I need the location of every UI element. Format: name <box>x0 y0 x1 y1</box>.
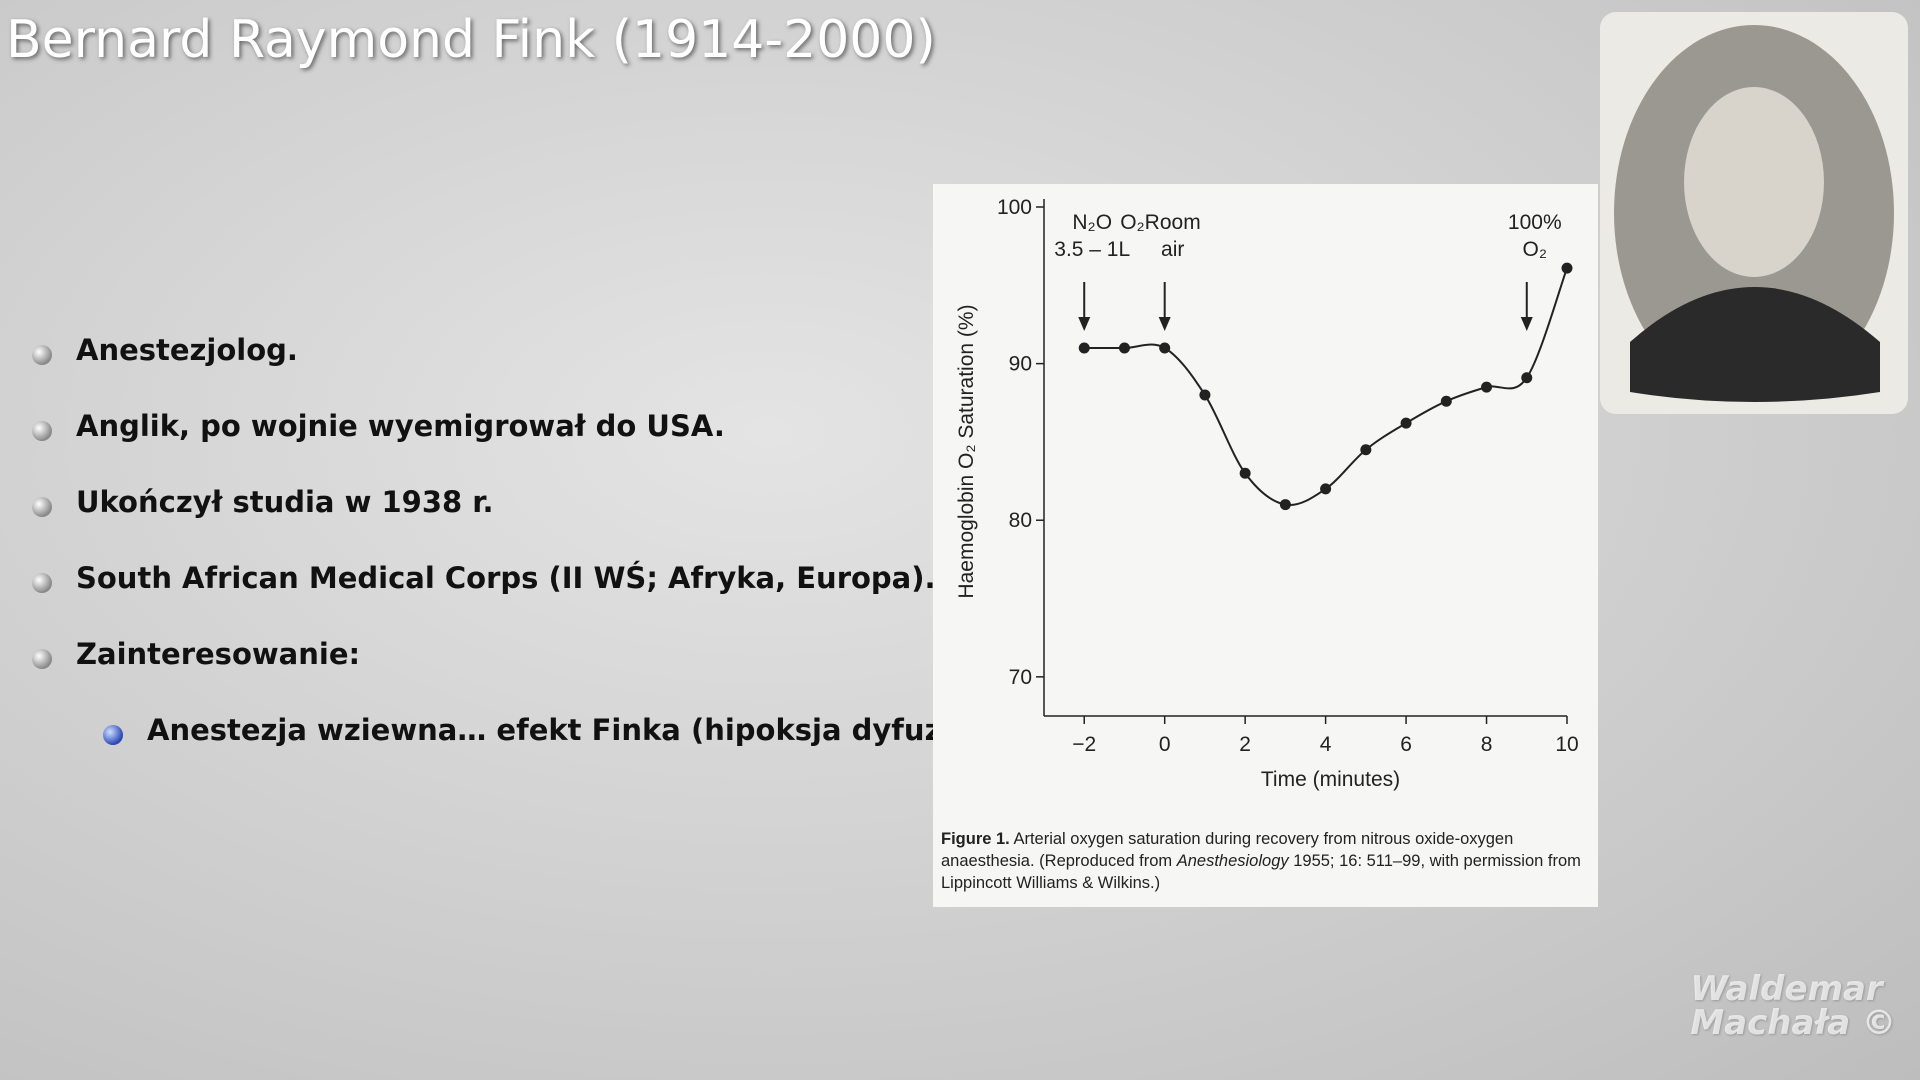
data-point <box>1320 483 1332 495</box>
x-tick-label: 4 <box>1320 733 1332 756</box>
bullet-icon <box>32 421 52 441</box>
bullet-text: Anestezja wziewna… efekt Finka (hipoksja… <box>147 713 1035 747</box>
y-tick-label: 70 <box>1009 666 1032 689</box>
bullet-icon <box>32 573 52 593</box>
x-tick-label: 8 <box>1481 733 1493 756</box>
bullet-text: Anestezjolog. <box>76 333 298 367</box>
slide-title: Bernard Raymond Fink (1914-2000) <box>6 10 936 70</box>
data-point <box>1239 467 1251 479</box>
watermark: Waldemar Machała © <box>1690 972 1896 1040</box>
data-point <box>1360 444 1372 456</box>
data-point <box>1440 395 1452 407</box>
bullet-text: Anglik, po wojnie wyemigrował do USA. <box>76 409 725 443</box>
annotation: O₂ <box>1120 211 1145 234</box>
bullet-text: Ukończył studia w 1938 r. <box>76 485 494 519</box>
x-axis-title: Time (minutes) <box>1261 768 1400 791</box>
chart: −2 0 2 4 6 8 10 70 80 90 100 Time (minutes) Haemoglo… <box>955 196 1579 791</box>
annotation: Room <box>1145 211 1201 234</box>
caption-text: Arterial oxygen saturation during recove… <box>941 830 1514 870</box>
annotation: O₂ <box>1523 238 1548 261</box>
annotation: air <box>1161 238 1184 261</box>
bullet-text: Zainteresowanie: <box>76 637 361 671</box>
annotation: 3.5 – 1L <box>1054 238 1130 261</box>
data-point <box>1481 381 1493 393</box>
arrow-head <box>1078 317 1091 331</box>
portrait <box>1600 12 1908 414</box>
y-tick-label: 80 <box>1009 509 1032 532</box>
x-tick-label: 6 <box>1400 733 1412 756</box>
data-point <box>1400 417 1412 429</box>
bullet-icon <box>32 649 52 669</box>
caption-text: Anesthesiology <box>1176 852 1289 870</box>
bullet-icon <box>32 497 52 517</box>
data-point <box>1118 342 1130 354</box>
bullet-icon <box>32 345 52 365</box>
caption: Figure 1. Arterial oxygen saturation dur… <box>941 828 1591 894</box>
data-point <box>1279 499 1291 511</box>
data-point <box>1199 389 1211 401</box>
x-tick-label: 0 <box>1159 733 1171 756</box>
bullet-text: South African Medical Corps (II WŚ; Afry… <box>76 561 936 595</box>
caption-text: 1955; 16: 511–99, with permission from L… <box>941 852 1581 892</box>
caption-label: Figure 1. <box>941 830 1010 848</box>
y-axis-title: Haemoglobin O₂ Saturation (%) <box>955 304 978 598</box>
watermark-line: Machała © <box>1690 1003 1896 1043</box>
annotation: 100% <box>1508 211 1562 234</box>
line <box>1084 267 1568 507</box>
data-point <box>1078 342 1090 354</box>
x-tick-label: −2 <box>1072 733 1096 756</box>
data-point <box>1521 372 1533 384</box>
arrow-head <box>1158 317 1171 331</box>
data-point <box>1561 262 1573 274</box>
data-point <box>1159 342 1171 354</box>
x-tick-label: 2 <box>1239 733 1251 756</box>
annotation: N₂O <box>1072 211 1112 234</box>
y-tick-label: 100 <box>997 196 1032 219</box>
bullet-icon <box>103 725 123 745</box>
figure: −2 0 2 4 6 8 10 70 80 90 100 Time (minutes) Haemoglo… <box>933 184 1598 907</box>
x-tick-label: 10 <box>1555 733 1578 756</box>
arrow-head <box>1520 317 1533 331</box>
y-tick-label: 90 <box>1009 353 1032 376</box>
portrait-image <box>1614 25 1894 402</box>
watermark-line: Waldemar <box>1690 969 1883 1009</box>
